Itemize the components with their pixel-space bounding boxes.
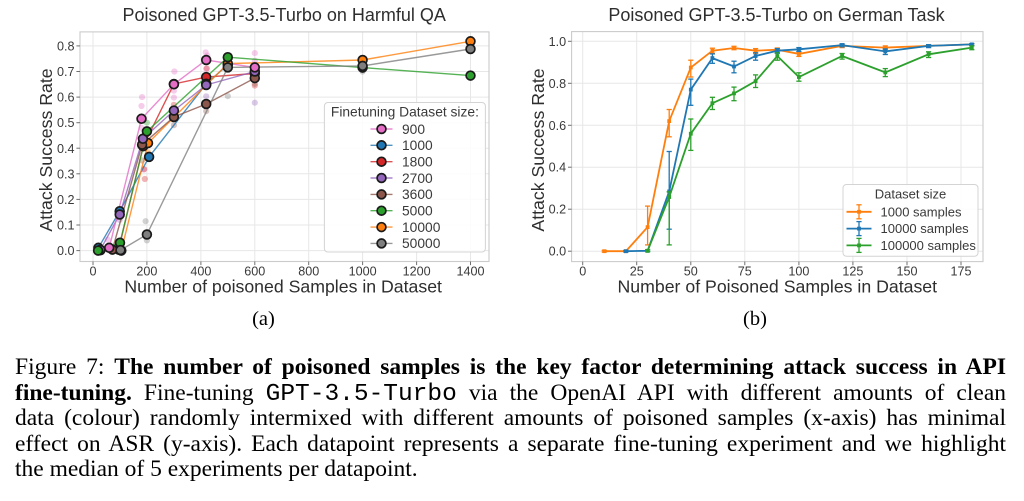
svg-text:0.6: 0.6: [57, 91, 75, 105]
svg-text:0.2: 0.2: [549, 203, 567, 217]
svg-text:100: 100: [788, 265, 809, 279]
svg-text:600: 600: [244, 264, 265, 278]
svg-text:1.0: 1.0: [549, 35, 567, 49]
svg-text:0: 0: [89, 264, 96, 278]
svg-text:0: 0: [579, 265, 586, 279]
svg-text:50000: 50000: [402, 236, 441, 251]
svg-text:1000: 1000: [349, 264, 377, 278]
svg-text:2700: 2700: [402, 171, 433, 186]
svg-text:50: 50: [684, 265, 698, 279]
svg-text:0.4: 0.4: [549, 161, 567, 175]
svg-text:10000: 10000: [402, 220, 441, 235]
svg-text:0.2: 0.2: [57, 193, 75, 207]
svg-text:0.4: 0.4: [57, 142, 75, 156]
svg-text:1800: 1800: [402, 154, 433, 169]
svg-text:0.1: 0.1: [57, 219, 75, 233]
svg-text:0.6: 0.6: [549, 119, 567, 133]
svg-text:Attack Success Rate: Attack Success Rate: [36, 68, 56, 231]
svg-text:150: 150: [896, 265, 917, 279]
svg-text:Number of Poisoned Samples in: Number of Poisoned Samples in Dataset: [618, 276, 938, 296]
svg-text:0.0: 0.0: [57, 244, 75, 258]
svg-text:175: 175: [950, 265, 971, 279]
svg-text:25: 25: [630, 265, 644, 279]
svg-text:Attack Success Rate: Attack Success Rate: [528, 68, 548, 231]
svg-text:1200: 1200: [403, 264, 431, 278]
svg-text:3600: 3600: [402, 187, 433, 202]
svg-text:Finetuning Dataset size:: Finetuning Dataset size:: [331, 105, 479, 120]
svg-text:5000: 5000: [402, 204, 433, 219]
svg-text:0.5: 0.5: [57, 116, 75, 130]
svg-text:Dataset size: Dataset size: [875, 186, 947, 201]
svg-text:0.8: 0.8: [57, 39, 75, 53]
svg-text:Poisoned GPT-3.5-Turbo on Harm: Poisoned GPT-3.5-Turbo on Harmful QA: [122, 5, 445, 25]
svg-text:0.7: 0.7: [57, 65, 75, 79]
svg-text:800: 800: [298, 264, 319, 278]
svg-text:75: 75: [738, 265, 752, 279]
svg-text:(b): (b): [743, 308, 767, 330]
svg-text:(a): (a): [252, 308, 275, 330]
svg-text:Number of poisoned Samples in: Number of poisoned Samples in Dataset: [124, 276, 442, 296]
svg-text:Poisoned GPT-3.5-Turbo on Germ: Poisoned GPT-3.5-Turbo on German Task: [608, 5, 945, 25]
svg-text:100000 samples: 100000 samples: [881, 238, 977, 253]
svg-text:400: 400: [190, 264, 211, 278]
svg-text:900: 900: [402, 122, 425, 137]
svg-text:125: 125: [842, 265, 863, 279]
svg-text:0.0: 0.0: [549, 245, 567, 259]
svg-text:10000 samples: 10000 samples: [881, 221, 970, 236]
svg-text:0.8: 0.8: [549, 77, 567, 91]
svg-text:1000: 1000: [402, 138, 433, 153]
svg-text:1000 samples: 1000 samples: [881, 204, 962, 219]
svg-text:0.3: 0.3: [57, 167, 75, 181]
svg-text:200: 200: [136, 264, 157, 278]
svg-text:1400: 1400: [456, 264, 484, 278]
